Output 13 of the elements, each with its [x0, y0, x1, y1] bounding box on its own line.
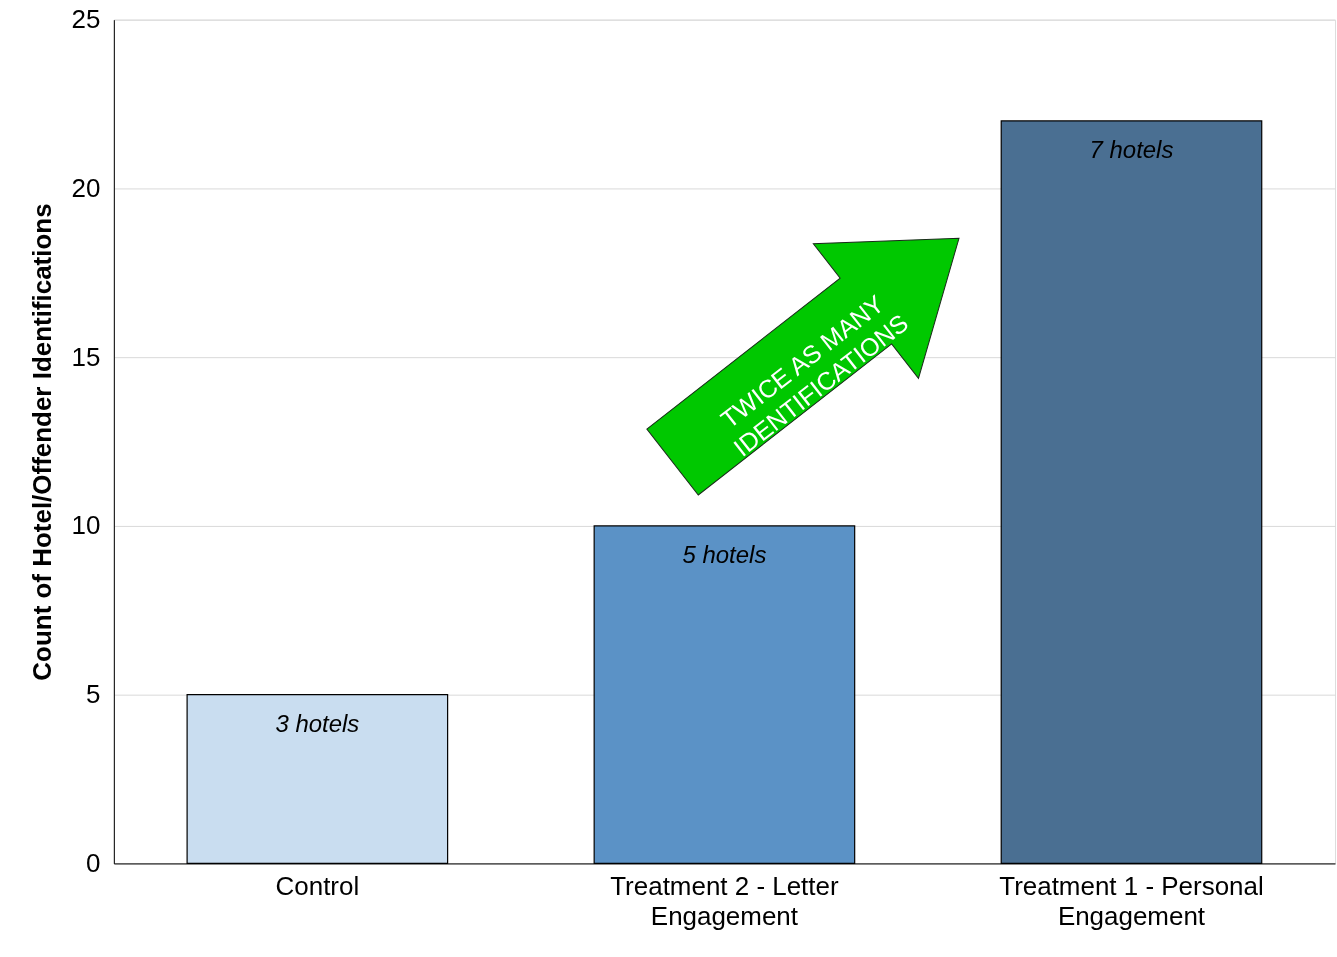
annotation: 5 hotels [682, 540, 767, 568]
x-tick-label: Treatment 1 - Personal Engagement [999, 870, 1264, 931]
y-tick-label: 10 [71, 510, 101, 541]
y-tick-label: 20 [71, 172, 101, 203]
x-tick-label: Control [275, 870, 360, 901]
annotation: 7 hotels [1089, 135, 1174, 163]
y-tick-label: 25 [71, 4, 101, 35]
x-tick-label: Treatment 2 - Letter Engagement [610, 870, 839, 931]
y-tick-label: 0 [85, 847, 101, 878]
y-axis-title: Count of Hotel/Offender Identifications [26, 203, 57, 681]
y-tick-label: 15 [71, 341, 101, 372]
y-tick-label: 5 [85, 679, 101, 710]
annotation: 3 hotels [275, 709, 360, 737]
